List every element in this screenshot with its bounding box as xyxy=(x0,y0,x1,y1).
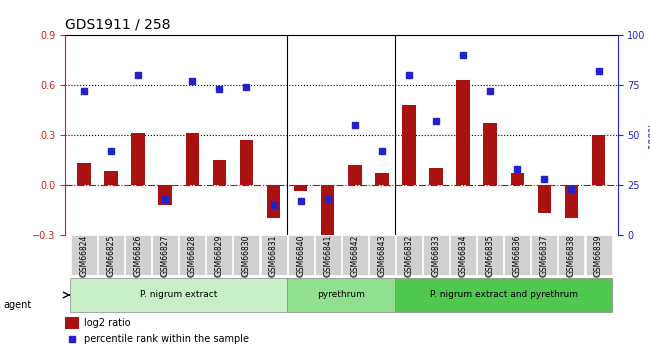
Text: GSM66834: GSM66834 xyxy=(459,235,467,276)
Text: GSM66841: GSM66841 xyxy=(323,235,332,276)
FancyBboxPatch shape xyxy=(395,278,612,312)
FancyBboxPatch shape xyxy=(423,235,449,275)
Text: percentile rank within the sample: percentile rank within the sample xyxy=(84,334,250,344)
FancyBboxPatch shape xyxy=(71,235,97,275)
FancyBboxPatch shape xyxy=(504,235,530,275)
Bar xyxy=(538,185,551,213)
Text: GSM66826: GSM66826 xyxy=(134,235,142,276)
Text: GSM66833: GSM66833 xyxy=(432,235,441,276)
Text: GDS1911 / 258: GDS1911 / 258 xyxy=(65,18,170,32)
Text: GSM66825: GSM66825 xyxy=(107,235,116,276)
Text: GSM66839: GSM66839 xyxy=(594,235,603,276)
Bar xyxy=(266,185,280,218)
Text: GSM66829: GSM66829 xyxy=(215,235,224,276)
FancyBboxPatch shape xyxy=(207,235,233,275)
Text: pyrethrum: pyrethrum xyxy=(317,290,365,299)
FancyBboxPatch shape xyxy=(125,235,151,275)
FancyBboxPatch shape xyxy=(287,235,313,275)
Text: GSM66842: GSM66842 xyxy=(350,235,359,276)
Text: GSM66830: GSM66830 xyxy=(242,235,251,276)
FancyBboxPatch shape xyxy=(586,235,612,275)
FancyBboxPatch shape xyxy=(369,235,395,275)
Text: GSM66828: GSM66828 xyxy=(188,235,197,276)
Bar xyxy=(213,159,226,185)
FancyBboxPatch shape xyxy=(558,235,584,275)
Text: GSM66835: GSM66835 xyxy=(486,235,495,276)
FancyBboxPatch shape xyxy=(315,235,341,275)
FancyBboxPatch shape xyxy=(98,235,124,275)
Bar xyxy=(510,173,524,185)
Bar xyxy=(294,185,307,191)
Bar xyxy=(65,317,79,329)
Text: GSM66832: GSM66832 xyxy=(404,235,413,276)
Bar xyxy=(159,185,172,205)
Bar xyxy=(375,173,389,185)
FancyBboxPatch shape xyxy=(179,235,205,275)
Text: agent: agent xyxy=(3,300,31,310)
Bar xyxy=(104,171,118,185)
Y-axis label: 100%: 100% xyxy=(649,121,650,148)
Text: GSM66837: GSM66837 xyxy=(540,235,549,276)
FancyBboxPatch shape xyxy=(396,235,422,275)
Text: GSM66840: GSM66840 xyxy=(296,235,305,276)
Text: GSM66843: GSM66843 xyxy=(378,235,386,276)
FancyBboxPatch shape xyxy=(152,235,178,275)
Text: GSM66838: GSM66838 xyxy=(567,235,576,276)
Text: P. nigrum extract: P. nigrum extract xyxy=(140,290,218,299)
Bar xyxy=(456,80,470,185)
Bar xyxy=(240,140,254,185)
Bar xyxy=(348,165,361,185)
Bar xyxy=(185,133,199,185)
FancyBboxPatch shape xyxy=(70,278,287,312)
Text: GSM66836: GSM66836 xyxy=(513,235,522,276)
Bar xyxy=(484,123,497,185)
FancyBboxPatch shape xyxy=(477,235,503,275)
FancyBboxPatch shape xyxy=(342,235,368,275)
Bar xyxy=(131,133,145,185)
Text: GSM66827: GSM66827 xyxy=(161,235,170,276)
Bar xyxy=(321,185,335,251)
FancyBboxPatch shape xyxy=(233,235,259,275)
Text: log2 ratio: log2 ratio xyxy=(84,318,131,328)
Bar xyxy=(429,168,443,185)
FancyBboxPatch shape xyxy=(287,278,395,312)
Bar xyxy=(565,185,578,218)
Bar xyxy=(402,105,416,185)
Bar xyxy=(77,163,91,185)
FancyBboxPatch shape xyxy=(450,235,476,275)
Text: P. nigrum extract and pyrethrum: P. nigrum extract and pyrethrum xyxy=(430,290,578,299)
Text: GSM66824: GSM66824 xyxy=(79,235,88,276)
Text: GSM66831: GSM66831 xyxy=(269,235,278,276)
Bar xyxy=(592,135,605,185)
FancyBboxPatch shape xyxy=(261,235,287,275)
FancyBboxPatch shape xyxy=(532,235,558,275)
